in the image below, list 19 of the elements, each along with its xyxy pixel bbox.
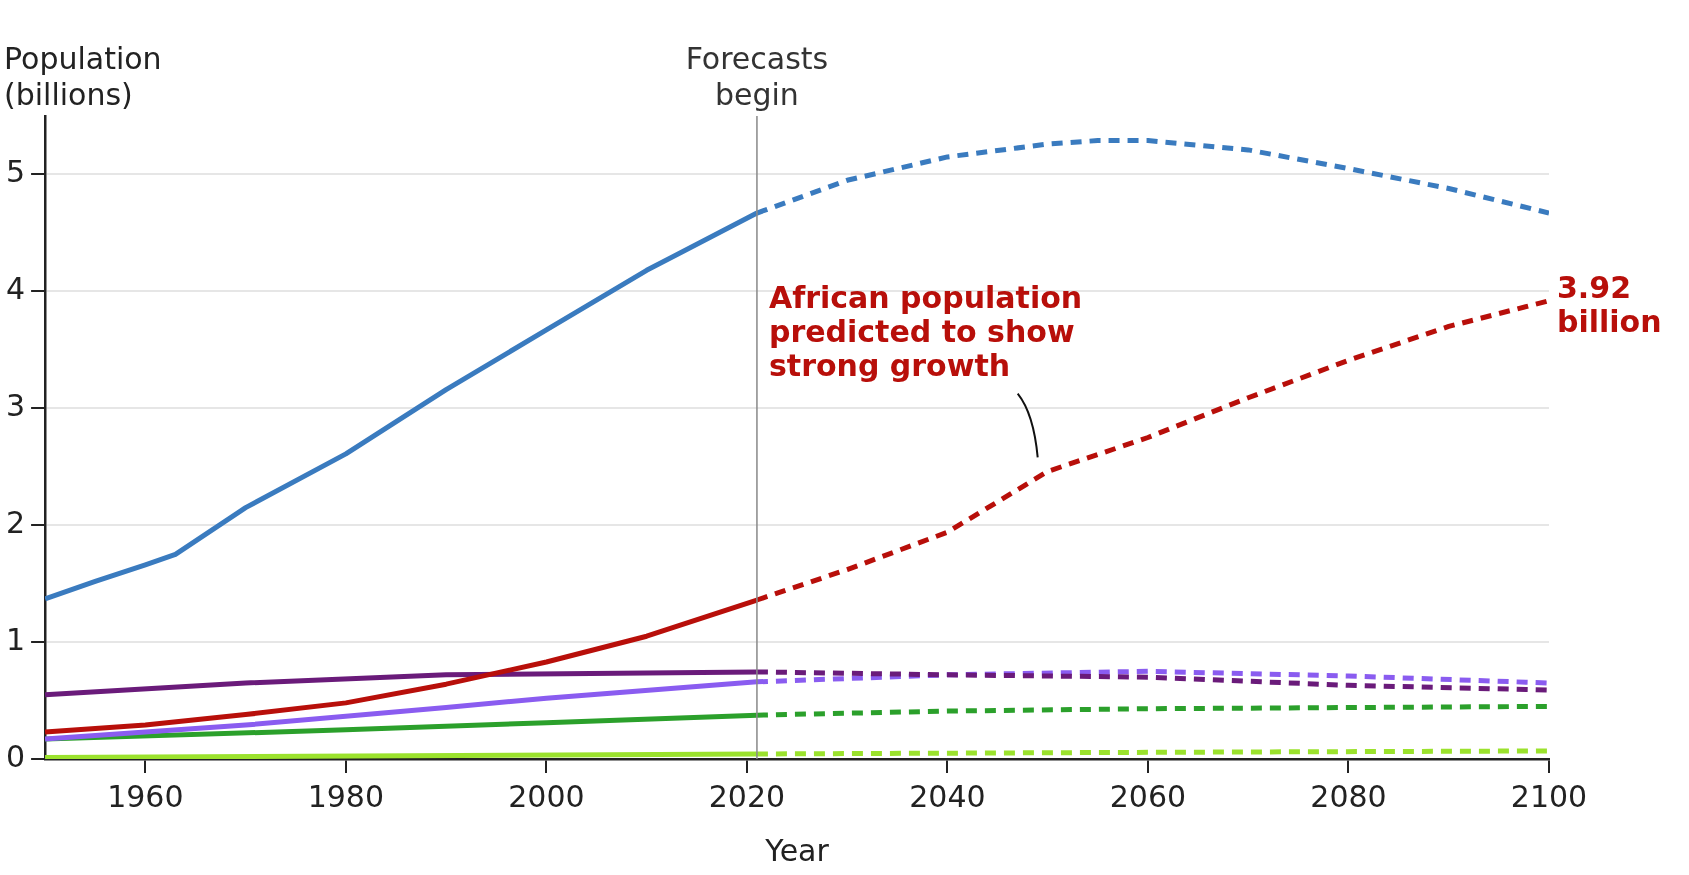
y-tick-label: 0 xyxy=(5,738,26,774)
ref-line-label: Forecasts begin xyxy=(685,40,829,112)
annotation: 3.92 billion xyxy=(1557,269,1662,339)
x-tick-label: 2000 xyxy=(508,778,585,814)
y-tick-label: 4 xyxy=(5,271,26,307)
y-tick-label: 1 xyxy=(5,621,26,657)
y-tick-label: 3 xyxy=(5,388,26,424)
x-tick-label: 2100 xyxy=(1510,778,1588,814)
x-axis-title: Year xyxy=(764,832,830,868)
x-tick-label: 2020 xyxy=(708,778,786,814)
x-tick-label: 1960 xyxy=(107,778,184,814)
x-tick-label: 2040 xyxy=(909,778,986,814)
y-tick-label: 5 xyxy=(5,154,26,190)
x-tick-label: 1980 xyxy=(307,778,385,814)
y-tick-label: 2 xyxy=(5,504,26,540)
annotation: African population predicted to show strong growth xyxy=(768,280,1083,384)
x-tick-label: 2060 xyxy=(1109,778,1187,814)
x-tick-label: 2080 xyxy=(1310,778,1387,814)
y-axis-title: Population (billions) xyxy=(4,40,162,112)
